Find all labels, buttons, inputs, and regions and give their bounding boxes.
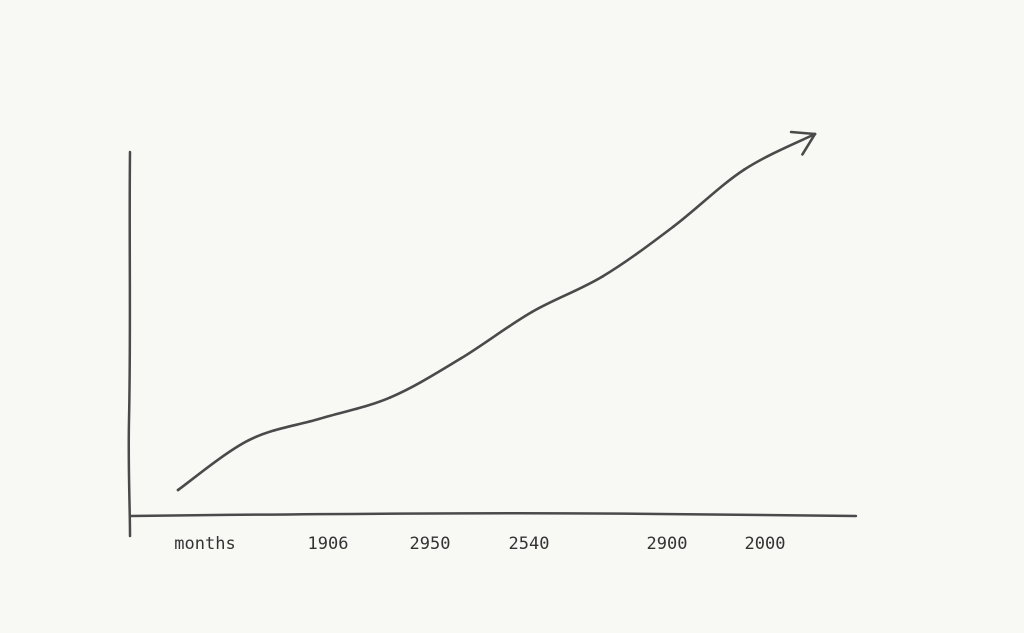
x-axis <box>128 511 858 518</box>
data-point <box>176 488 180 492</box>
series-line-group <box>176 130 817 492</box>
x-tick-label: 2900 <box>647 534 688 554</box>
series-line <box>176 132 817 492</box>
y-axis <box>127 150 132 538</box>
data-point <box>318 417 321 421</box>
data-point <box>247 438 251 442</box>
x-tick-label: months <box>174 534 235 554</box>
data-point <box>389 396 392 399</box>
data-point <box>742 168 746 171</box>
data-point <box>530 310 534 314</box>
trend-arrowhead <box>789 130 817 156</box>
x-tick-label: 2950 <box>410 534 451 554</box>
data-point <box>672 225 675 228</box>
data-point <box>601 275 604 278</box>
data-point <box>459 357 463 360</box>
x-tick-label: 2000 <box>745 534 786 554</box>
x-tick-label: 2540 <box>509 534 550 554</box>
x-tick-label: 1906 <box>308 534 349 554</box>
x-tick-labels: months 1906 2950 2540 2900 2000 <box>174 534 785 554</box>
